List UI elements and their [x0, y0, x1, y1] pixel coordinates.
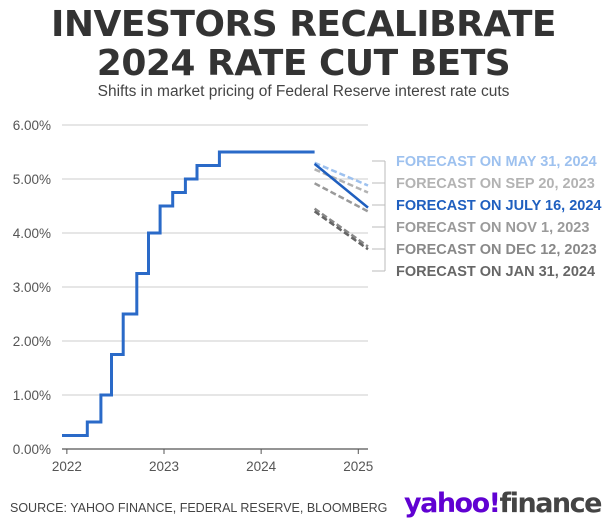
x-tick-label: 2025 [343, 459, 373, 474]
title-line-2: 2024 RATE CUT BETS [96, 43, 511, 84]
legend-label: FORECAST ON JULY 16, 2024 [396, 198, 602, 214]
source-note: SOURCE: YAHOO FINANCE, FEDERAL RESERVE, … [10, 501, 388, 515]
forecast-line-forecast-on-dec-12-2023 [313, 207, 369, 248]
forecast-line-forecast-on-may-31-2024 [314, 161, 369, 187]
y-tick-label: 0.00% [13, 442, 51, 457]
subtitle: Shifts in market pricing of Federal Rese… [97, 83, 510, 100]
legend-label: FORECAST ON MAY 31, 2024 [396, 154, 597, 170]
logo-product: finance [499, 488, 602, 519]
yahoo-finance-logo: yahoo!finance [404, 487, 602, 521]
forecast-line-forecast-on-july-16-2024 [313, 162, 369, 209]
forecast-line-forecast-on-jan-31-2024 [313, 210, 369, 251]
fed-funds-rate-line [62, 150, 315, 437]
forecast-line-forecast-on-nov-1-2023 [314, 182, 369, 213]
x-tick-label: 2023 [149, 459, 179, 474]
legend-label: FORECAST ON SEP 20, 2023 [396, 176, 595, 192]
legend-label: FORECAST ON JAN 31, 2024 [396, 264, 595, 280]
logo-brand: yahoo! [404, 488, 501, 519]
x-tick-label: 2022 [52, 459, 82, 474]
y-tick-label: 4.00% [13, 226, 51, 241]
y-tick-label: 6.00% [13, 118, 51, 133]
y-tick-label: 3.00% [13, 280, 51, 295]
y-tick-label: 2.00% [13, 334, 51, 349]
legend-label: FORECAST ON DEC 12, 2023 [396, 242, 597, 258]
y-tick-label: 5.00% [13, 172, 51, 187]
x-tick-label: 2024 [246, 459, 277, 474]
legend-label: FORECAST ON NOV 1, 2023 [396, 220, 589, 236]
forecast-line-forecast-on-sep-20-2023 [314, 168, 369, 194]
title-line-1: INVESTORS RECALIBRATE [50, 4, 557, 45]
y-tick-label: 1.00% [13, 388, 51, 403]
